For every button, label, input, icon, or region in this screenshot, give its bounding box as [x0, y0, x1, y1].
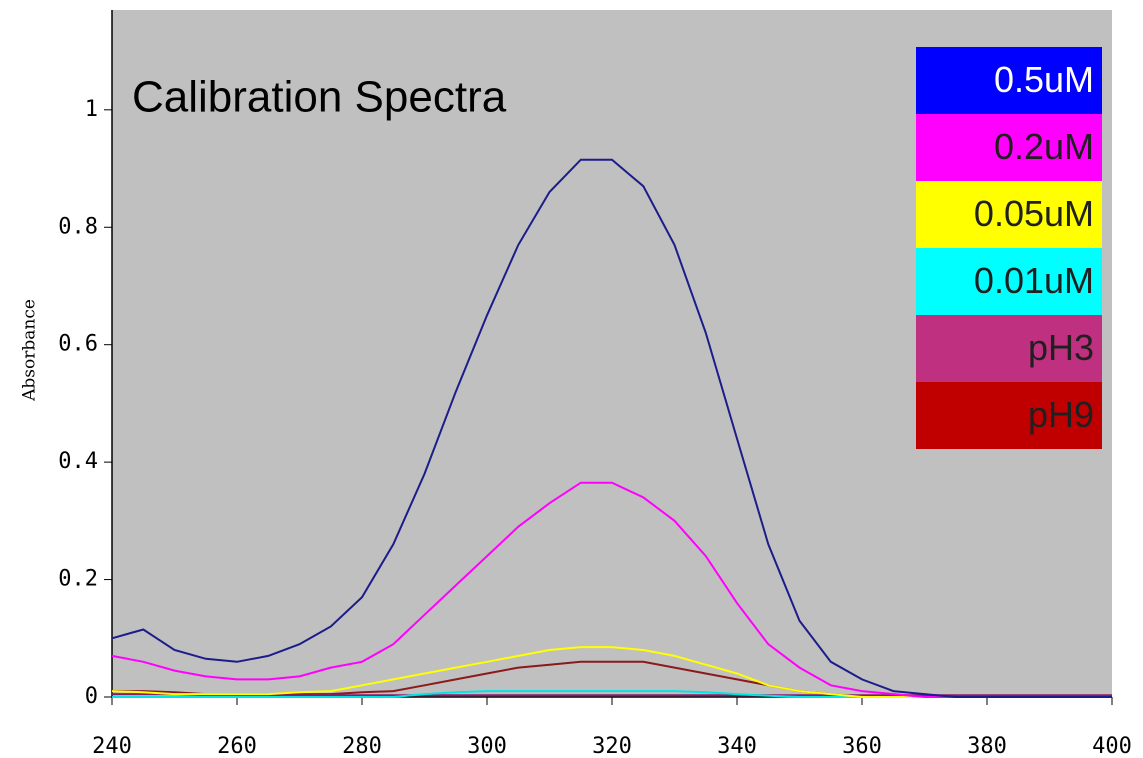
x-tick-label: 280 — [342, 734, 382, 758]
x-tick-label: 300 — [467, 734, 507, 758]
x-tick-label: 360 — [842, 734, 882, 758]
legend-swatch — [916, 114, 1102, 181]
legend-label: pH3 — [1028, 327, 1094, 368]
legend-swatch — [916, 315, 1102, 382]
y-tick-label: 0 — [85, 684, 98, 709]
x-tick-label: 340 — [717, 734, 757, 758]
x-tick-label: 240 — [92, 734, 132, 758]
y-tick-label: 0.8 — [58, 214, 98, 239]
y-tick-label: 0.2 — [58, 567, 98, 592]
x-tick-label: 400 — [1092, 734, 1132, 758]
series-line — [111, 158, 1112, 698]
legend-swatch — [916, 382, 1102, 449]
legend-label: 0.01uM — [974, 260, 1094, 301]
y-tick-label: 0.4 — [58, 449, 98, 474]
y-axis-label: Absorbance — [20, 299, 40, 402]
legend-swatch — [916, 47, 1102, 114]
chart-title: Calibration Spectra — [132, 73, 507, 122]
legend-label: 0.5uM — [994, 59, 1094, 100]
y-tick-label: 0.6 — [58, 332, 98, 357]
legend-label: 0.2uM — [994, 126, 1094, 167]
x-tick-label: 380 — [967, 734, 1007, 758]
x-tick-label: 320 — [592, 734, 632, 758]
legend-label: 0.05uM — [974, 193, 1094, 234]
legend-swatch — [916, 248, 1102, 315]
x-tick-label: 260 — [217, 734, 257, 758]
y-tick-label: 1 — [85, 97, 98, 122]
legend-swatch — [916, 181, 1102, 248]
legend-label: pH9 — [1028, 394, 1094, 435]
